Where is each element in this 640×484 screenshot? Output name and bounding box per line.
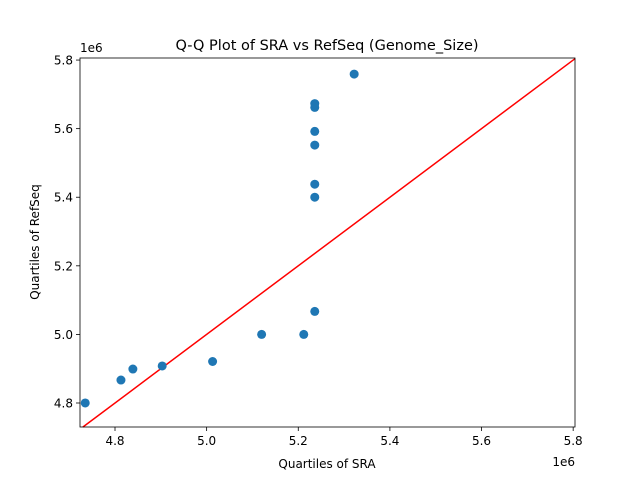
y-tick-label: 5.6	[54, 122, 73, 136]
data-point	[157, 361, 167, 371]
reference-line	[82, 58, 576, 428]
data-point	[128, 364, 138, 374]
x-offset-label: 1e6	[552, 455, 575, 469]
y-tick-label: 4.8	[54, 396, 73, 410]
y-tick-label: 5.2	[54, 259, 73, 273]
data-point	[310, 140, 320, 150]
data-point	[310, 126, 320, 136]
x-tick-label: 5.4	[380, 434, 399, 448]
data-point	[310, 192, 320, 202]
data-point	[349, 69, 359, 79]
y-tick-label: 5.4	[54, 191, 73, 205]
data-point	[80, 398, 90, 408]
x-tick-label: 5.6	[472, 434, 491, 448]
x-tick-label: 5.8	[564, 434, 583, 448]
data-point	[299, 329, 309, 339]
x-tick-label: 4.8	[105, 434, 124, 448]
axes-frame	[79, 57, 576, 428]
y-offset-label: 1e6	[80, 41, 103, 55]
y-axis: 4.8 5.0 5.2 5.4 5.6 5.8	[54, 54, 80, 410]
y-tick-label: 5.8	[54, 54, 73, 68]
data-point	[116, 375, 126, 385]
data-point	[310, 306, 320, 316]
data-point	[257, 329, 267, 339]
y-tick-label: 5.0	[54, 328, 73, 342]
plot-area	[80, 58, 576, 428]
y-axis-label: Quartiles of RefSeq	[28, 184, 42, 300]
data-point	[208, 356, 218, 366]
x-tick-label: 5.2	[289, 434, 308, 448]
x-axis: 4.8 5.0 5.2 5.4 5.6 5.8	[105, 427, 583, 448]
chart-title: Q-Q Plot of SRA vs RefSeq (Genome_Size)	[175, 38, 478, 54]
data-point	[310, 99, 320, 109]
data-point	[310, 179, 320, 189]
x-tick-label: 5.0	[197, 434, 216, 448]
x-axis-label: Quartiles of SRA	[278, 457, 376, 471]
